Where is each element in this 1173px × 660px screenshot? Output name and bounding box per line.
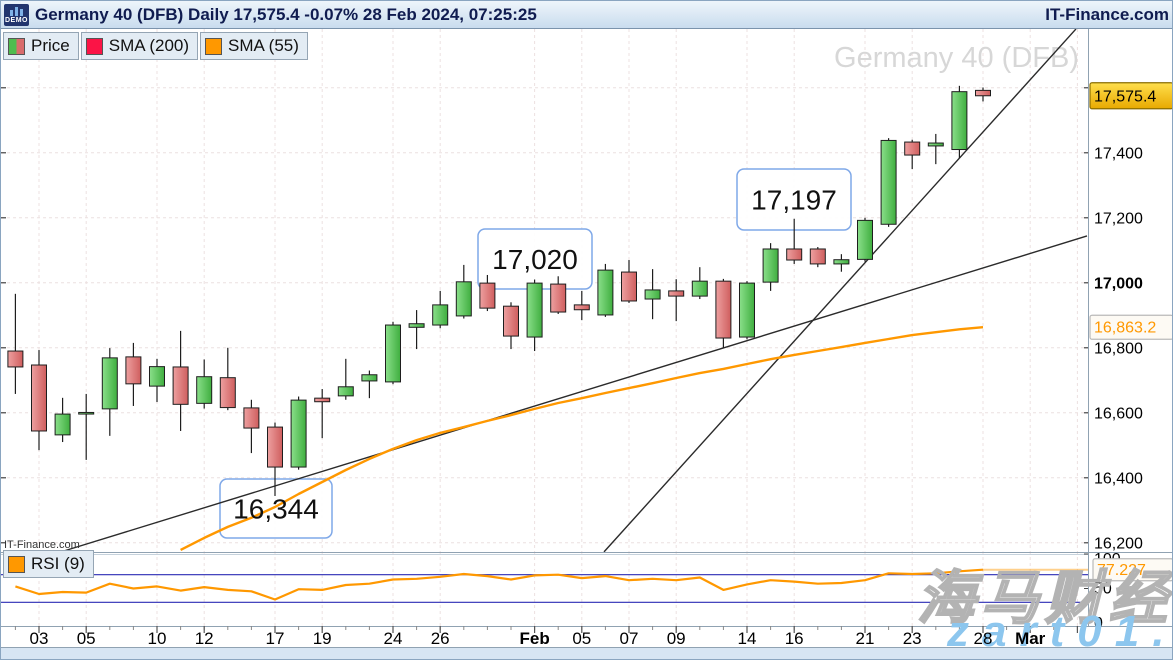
price-axis-label: 17,200: [1094, 210, 1143, 227]
candlestick[interactable]: [644, 269, 661, 320]
annotation-label: 17,197: [751, 185, 837, 216]
price-axis-label: 16,200: [1094, 535, 1143, 552]
candlestick[interactable]: [125, 342, 142, 406]
candlestick[interactable]: [455, 264, 472, 319]
candlestick[interactable]: [809, 247, 826, 268]
rsi-axis-label: 0: [1094, 615, 1103, 632]
candlestick[interactable]: [101, 348, 118, 436]
legend-sma55-label: SMA (55): [228, 36, 299, 55]
chart-canvas[interactable]: Germany 40 (DFB)16,34417,02017,19717,600…: [1, 29, 1173, 660]
candlestick[interactable]: [408, 310, 425, 350]
price-legend: Price SMA (200) SMA (55): [3, 32, 308, 60]
candlestick[interactable]: [739, 281, 755, 340]
sma55-line[interactable]: [180, 326, 984, 551]
candlestick[interactable]: [951, 85, 968, 158]
demo-logo: DEMO: [4, 4, 29, 26]
sma55-badge-label: 16,863.2: [1094, 320, 1156, 337]
rsi-axis-label: 50: [1094, 581, 1112, 598]
legend-rsi-chip[interactable]: RSI (9): [3, 550, 94, 578]
instrument-title: Germany 40 (DFB) Daily 17,575.4 -0.07% 2…: [35, 5, 537, 24]
legend-sma55-chip[interactable]: SMA (55): [200, 32, 308, 60]
legend-rsi-label: RSI (9): [31, 554, 85, 573]
rsi-badge-label: 77.227: [1097, 562, 1146, 579]
candlestick[interactable]: [54, 397, 71, 443]
logo-candles-icon: [10, 7, 23, 16]
candlestick[interactable]: [550, 276, 567, 314]
brand-link[interactable]: IT-Finance.com: [1045, 5, 1169, 24]
candlestick[interactable]: [243, 399, 260, 454]
price-axis-label: 16,600: [1094, 405, 1143, 422]
annotation-label: 17,020: [492, 244, 578, 275]
candlestick[interactable]: [31, 350, 47, 451]
sma55-swatch-icon: [205, 37, 223, 55]
candlestick[interactable]: [904, 139, 921, 170]
title-bar: DEMO Germany 40 (DFB) Daily 17,575.4 -0.…: [1, 1, 1172, 29]
candlestick[interactable]: [361, 370, 378, 399]
candlestick[interactable]: [479, 274, 496, 312]
candlestick[interactable]: [196, 359, 213, 409]
candlestick[interactable]: [503, 302, 519, 350]
candlestick[interactable]: [573, 290, 590, 321]
rsi-line[interactable]: [15, 568, 984, 601]
watermark-site-small: IT-Finance.com: [4, 539, 80, 551]
candlestick[interactable]: [668, 279, 685, 322]
candlestick[interactable]: [762, 243, 779, 291]
candlestick[interactable]: [290, 396, 307, 470]
trendline[interactable]: [60, 235, 1088, 553]
candlestick[interactable]: [621, 260, 637, 303]
legend-sma200-chip[interactable]: SMA (200): [80, 32, 199, 60]
legend-sma200-label: SMA (200): [108, 36, 190, 55]
candlestick[interactable]: [432, 290, 449, 329]
candlestick[interactable]: [833, 254, 850, 272]
candlestick[interactable]: [786, 218, 803, 264]
candlestick[interactable]: [975, 87, 991, 102]
candlestick[interactable]: [78, 393, 95, 460]
rsi-badge: [1092, 558, 1172, 582]
price-axis-label: 16,800: [1094, 340, 1143, 357]
candlestick[interactable]: [219, 347, 236, 411]
candlestick[interactable]: [857, 217, 873, 262]
candlestick[interactable]: [927, 133, 944, 165]
candlestick[interactable]: [526, 279, 543, 352]
sma55-badge: [1089, 314, 1172, 340]
candlestick[interactable]: [172, 330, 189, 431]
annotation-label: 16,344: [233, 494, 319, 525]
price-axis-label: 17,400: [1094, 145, 1143, 162]
logo-demo-label: DEMO: [5, 17, 28, 24]
watermark-symbol: Germany 40 (DFB): [834, 42, 1079, 74]
candlestick[interactable]: [691, 267, 708, 300]
trendline[interactable]: [603, 29, 1077, 553]
price-swatch-icon: [8, 37, 25, 55]
candlestick[interactable]: [7, 293, 24, 394]
price-axis-label: 17,000: [1094, 275, 1143, 292]
rsi-swatch-icon: [8, 555, 25, 573]
candlestick[interactable]: [337, 358, 354, 400]
candlestick[interactable]: [385, 321, 401, 385]
last-price-badge-label: 17,575.4: [1094, 88, 1156, 105]
candlestick[interactable]: [267, 422, 283, 496]
candlestick[interactable]: [149, 358, 165, 403]
sma200-swatch-icon: [85, 37, 103, 55]
candlestick[interactable]: [880, 138, 897, 227]
candlestick[interactable]: [314, 389, 331, 439]
legend-price-chip[interactable]: Price: [3, 32, 79, 60]
price-axis-label: 16,400: [1094, 470, 1143, 487]
legend-price-label: Price: [31, 36, 70, 55]
last-price-badge: [1089, 82, 1172, 110]
candlestick[interactable]: [715, 278, 732, 349]
candlestick[interactable]: [597, 263, 614, 317]
